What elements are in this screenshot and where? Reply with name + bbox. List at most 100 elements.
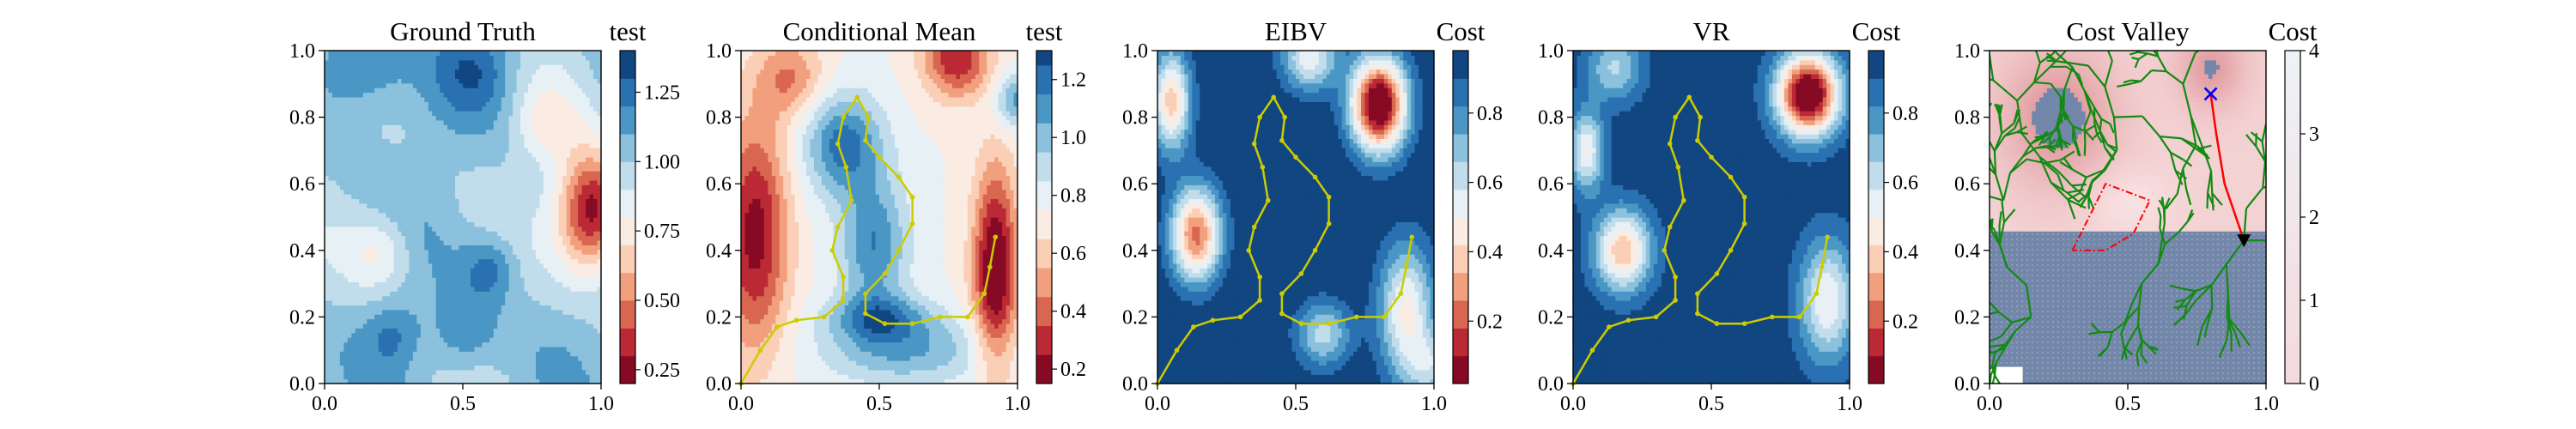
heatmap-cell: [382, 212, 387, 218]
heatmap-cell: [420, 202, 425, 208]
heatmap-cell: [586, 355, 591, 361]
heatmap-cell: [343, 226, 349, 232]
heatmap-cell: [593, 124, 598, 130]
heatmap-cell: [362, 239, 368, 245]
heatmap-cell: [550, 138, 556, 144]
heatmap-cell: [474, 300, 479, 305]
heatmap-cell: [386, 300, 391, 305]
heatmap-cell: [520, 374, 526, 380]
heatmap-cell: [485, 171, 490, 177]
heatmap-cell: [513, 166, 518, 172]
heatmap-cell: [435, 272, 440, 278]
heatmap-cell: [513, 208, 518, 214]
heatmap-cell: [508, 64, 513, 70]
heatmap-cell: [482, 235, 487, 241]
heatmap-cell: [508, 115, 513, 121]
heatmap-cell: [539, 212, 544, 218]
heatmap-cell: [325, 198, 330, 204]
heatmap-cell: [455, 291, 460, 297]
heatmap-cell: [574, 249, 579, 255]
heatmap-cell: [443, 101, 448, 107]
heatmap-cell: [501, 281, 506, 287]
heatmap-cell: [325, 231, 330, 237]
heatmap-cell: [470, 189, 476, 195]
heatmap-cell: [482, 365, 487, 371]
heatmap-cell: [505, 355, 510, 361]
heatmap-cell: [428, 309, 433, 315]
heatmap-cell: [404, 337, 410, 343]
heatmap-cell: [420, 300, 425, 305]
heatmap-cell: [581, 124, 586, 130]
heatmap-cell: [516, 286, 521, 292]
heatmap-cell: [581, 268, 586, 274]
heatmap-cell: [539, 217, 544, 222]
heatmap-cell: [505, 129, 510, 135]
heatmap-cell: [463, 277, 468, 283]
heatmap-cell: [513, 152, 518, 158]
heatmap-cell: [382, 360, 387, 366]
heatmap-cell: [581, 254, 586, 260]
heatmap-cell: [325, 88, 330, 94]
heatmap-cell: [589, 268, 594, 274]
heatmap-cell: [455, 272, 460, 278]
heatmap-cell: [325, 166, 330, 172]
heatmap-cell: [325, 96, 330, 102]
heatmap-cell: [513, 281, 518, 287]
heatmap-cell: [459, 249, 464, 255]
heatmap-cell: [331, 69, 337, 75]
heatmap-cell: [593, 208, 598, 214]
heatmap-cell: [393, 78, 398, 84]
heatmap-cell: [347, 374, 352, 380]
heatmap-cell: [558, 64, 563, 70]
heatmap-cell: [477, 258, 483, 264]
heatmap-cell: [447, 208, 453, 214]
heatmap-cell: [474, 184, 479, 190]
heatmap-cell: [359, 96, 364, 102]
heatmap-cell: [555, 148, 560, 154]
heatmap-cell: [412, 295, 417, 301]
heatmap-cell: [485, 235, 490, 241]
heatmap-cell: [331, 369, 337, 375]
heatmap-cell: [482, 202, 487, 208]
heatmap-cell: [355, 369, 360, 375]
heatmap-cell: [401, 212, 406, 218]
heatmap-cell: [501, 239, 506, 245]
heatmap-cell: [459, 286, 464, 292]
heatmap-cell: [597, 202, 602, 208]
heatmap-cell: [432, 378, 437, 384]
heatmap-cell: [362, 106, 368, 112]
heatmap-cell: [558, 156, 563, 162]
heatmap-cell: [416, 291, 422, 297]
heatmap-cell: [597, 351, 602, 357]
heatmap-cell: [404, 152, 410, 158]
heatmap-cell: [459, 341, 464, 347]
heatmap-cell: [570, 171, 575, 177]
heatmap-cell: [574, 194, 579, 200]
heatmap-cell: [520, 88, 526, 94]
heatmap-cell: [435, 369, 440, 375]
heatmap-cell: [416, 245, 422, 251]
heatmap-cell: [466, 73, 471, 79]
heatmap-cell: [404, 355, 410, 361]
heatmap-cell: [359, 92, 364, 98]
heatmap-cell: [485, 64, 490, 70]
heatmap-cell: [404, 115, 410, 121]
heatmap-cell: [581, 156, 586, 162]
heatmap-cell: [412, 239, 417, 245]
heatmap-cell: [558, 96, 563, 102]
heatmap-cell: [325, 314, 330, 320]
heatmap-cell: [382, 129, 387, 135]
heatmap-cell: [401, 254, 406, 260]
heatmap-cell: [355, 378, 360, 384]
heatmap-cell: [374, 272, 380, 278]
heatmap-cell: [555, 82, 560, 88]
heatmap-cell: [420, 249, 425, 255]
heatmap-cell: [374, 166, 380, 172]
heatmap-cell: [578, 179, 583, 185]
heatmap-cell: [501, 82, 506, 88]
heatmap-cell: [370, 258, 375, 264]
heatmap-cell: [562, 171, 568, 177]
heatmap-cell: [566, 332, 571, 338]
heatmap-cell: [397, 119, 403, 125]
heatmap-cell: [401, 101, 406, 107]
